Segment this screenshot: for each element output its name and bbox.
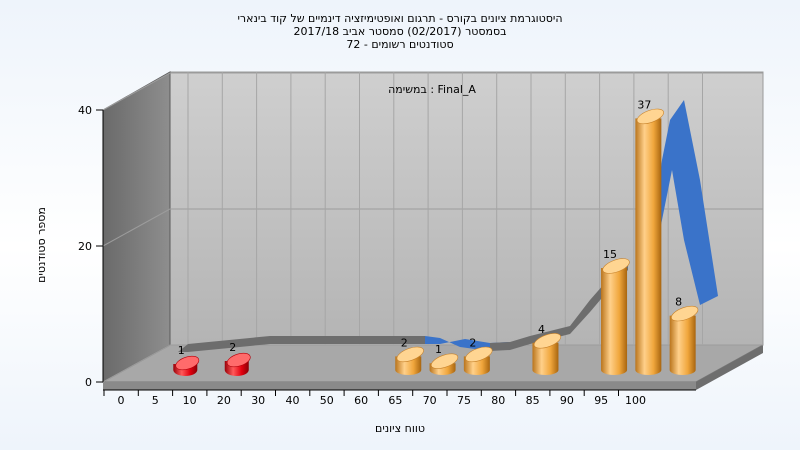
grid-line-side [102,208,171,247]
bar-top [430,353,459,369]
x-tick-label: 80 [491,394,505,407]
x-tick-label: 85 [526,394,540,407]
data-label: 37 [637,98,651,111]
x-axis-label: טווח ציונים [375,422,425,435]
y-axis: 0 20 40 [78,104,104,389]
data-label: 1 [435,343,442,356]
curve-gray-left [178,336,425,352]
data-label: 4 [538,323,545,336]
bar: 15 [601,248,630,375]
data-label: 2 [229,341,236,354]
bar-top [602,258,630,274]
x-tick-label: 30 [251,394,265,407]
bar-body [669,315,696,375]
x-tick-label: 90 [560,394,574,407]
data-label: 8 [675,296,682,309]
x-tick-label: 40 [286,394,300,407]
bars: 1 2 2 1 2 4 15 37 8 [173,98,699,376]
x-tick-label: 75 [457,394,471,407]
bar-top [465,346,493,363]
x-tick-label: 100 [625,394,646,407]
bar-top [175,355,200,371]
bar-top [533,333,562,349]
y-axis-label: מספר סטודנטים [35,207,48,283]
bar-body [532,342,559,375]
chart-title-line-2: בסמסטר (02/2017) סמסטר אביב 2017/18 [293,25,506,38]
bar: 1 [173,344,200,376]
grid-line-side [102,72,171,111]
curve-blue-peak [652,100,718,305]
x-tick-label: 70 [423,394,437,407]
chart-title-line-1: היסטוגרמת ציונים בקורס - תרגום ואופטימיז… [237,12,562,25]
bar: 4 [532,323,562,375]
floor-edge-side [696,345,763,390]
bar: 2 [224,341,251,376]
x-tick-label: 20 [217,394,231,407]
floor-edge [103,382,696,390]
x-tick-label: 65 [388,394,402,407]
bar-top [226,352,251,368]
data-label: 15 [603,248,617,261]
x-tick-label: 10 [183,394,197,407]
x-tick-label: 60 [354,394,368,407]
bar-top [396,346,424,363]
bar: 1 [429,343,459,375]
chart-annotation: במשימה : Final_A [388,83,476,96]
bar: 2 [463,336,493,375]
y-tick-label: 20 [78,240,92,253]
y-tick-label: 40 [78,104,92,117]
y-tick-label: 0 [85,376,92,389]
curve-gray-mid [490,326,570,351]
data-label: 2 [401,336,408,349]
data-label: 1 [178,344,185,357]
chart-title-line-3: סטודנטים רשומים - 72 [346,38,453,51]
bar-top [671,305,699,322]
x-axis: 0 5 10 20 30 40 50 60 65 70 75 80 85 90 95 100 [103,389,696,407]
x-tick-label: 5 [152,394,159,407]
bar: 2 [395,336,424,375]
bar: 37 [635,98,664,376]
x-tick-label: 0 [118,394,125,407]
x-tick-label: 50 [320,394,334,407]
bar-top [636,108,664,125]
bar-body [601,268,628,375]
bar-body [635,118,662,376]
x-tick-label: 95 [594,394,608,407]
data-label: 2 [469,336,476,349]
grid-line-side [102,344,171,383]
bar: 8 [669,296,699,375]
